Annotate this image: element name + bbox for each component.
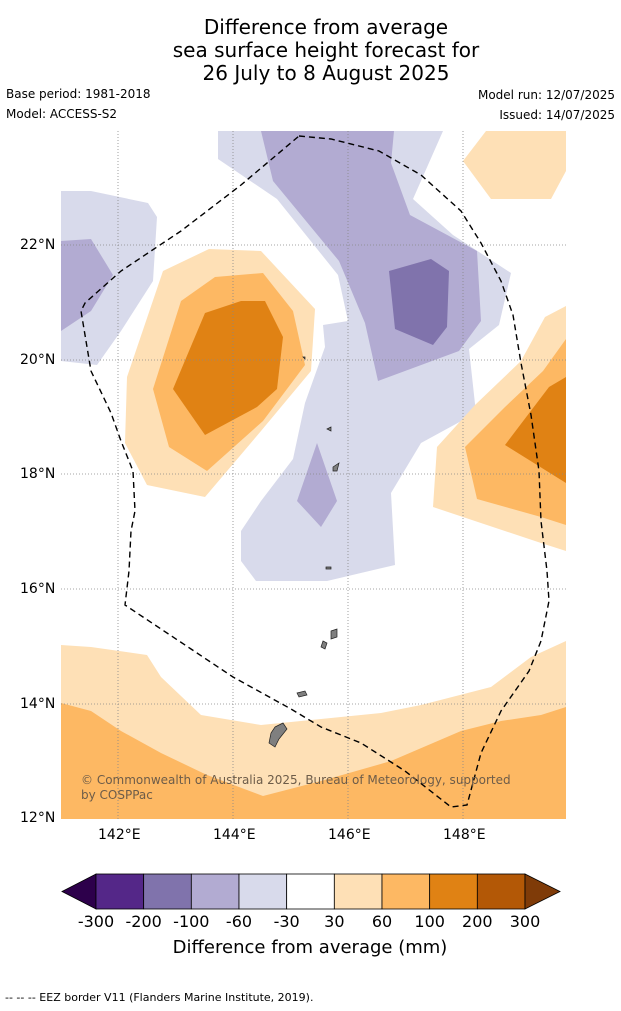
chart-title: Difference from average sea surface heig…	[0, 16, 621, 85]
contour-neg-60-west	[61, 239, 113, 331]
lon-tick-148: 148°E	[443, 827, 486, 843]
eez-footnote: -- -- -- EEZ border V11 (Flanders Marine…	[5, 991, 314, 1004]
eez-border	[80, 135, 550, 808]
colorbar-segment	[333, 873, 383, 910]
colorbar-segment	[476, 873, 526, 910]
contour-pos-30-north	[463, 131, 566, 199]
colorbar	[61, 873, 561, 910]
colorbar-segment	[429, 873, 478, 910]
lat-tick-20: 20°N	[20, 352, 56, 368]
pagan-island	[332, 462, 340, 472]
lat-tick-16: 16°N	[20, 581, 56, 597]
title-line-1: Difference from average	[203, 15, 449, 39]
maug-island	[302, 356, 306, 360]
colorbar-segment	[381, 873, 431, 910]
model-label: Model: ACCESS-S2	[6, 107, 118, 121]
lat-tick-18: 18°N	[20, 466, 56, 482]
colorbar-tick-label: -100	[173, 912, 210, 931]
lon-tick-142: 142°E	[98, 827, 141, 843]
colorbar-tick-label: 200	[462, 912, 493, 931]
rota-island	[296, 690, 308, 698]
colorbar-tick-label: -30	[273, 912, 300, 931]
contour-neg-100	[389, 259, 449, 345]
base-period-label: Base period: 1981-2018	[6, 87, 151, 101]
colorbar-over-arrow	[524, 873, 561, 910]
colorbar-tick-label: 300	[509, 912, 541, 931]
lat-tick-12: 12°N	[20, 810, 56, 826]
sea-height-map	[61, 131, 566, 819]
lat-tick-22: 22°N	[20, 237, 56, 253]
contour-pos-100-west	[173, 301, 283, 435]
title-line-3: 26 July to 8 August 2025	[202, 61, 450, 85]
colorbar-segment	[95, 873, 145, 910]
lat-tick-14: 14°N	[20, 696, 56, 712]
colorbar-title: Difference from average (mm)	[172, 937, 448, 958]
colorbar-segment	[190, 873, 240, 910]
colorbar-segment	[286, 873, 335, 910]
colorbar-segment	[238, 873, 288, 910]
contour-pos-100-east	[505, 377, 566, 483]
islands	[268, 356, 340, 748]
contour-neg-60-south	[297, 443, 337, 527]
lon-tick-144: 144°E	[213, 827, 256, 843]
colorbar-tick-label: -60	[225, 912, 253, 931]
contour-pos-60-south	[61, 703, 566, 819]
colorbar-tick-label: 30	[324, 912, 345, 931]
lon-tick-146: 146°E	[328, 827, 371, 843]
issued-label: Issued: 14/07/2025	[499, 108, 615, 122]
saipan-island	[330, 628, 338, 640]
colorbar-tick-label: -200	[125, 912, 162, 931]
tinian-island	[320, 640, 328, 650]
agrihan-island	[326, 426, 332, 432]
anatahan-island	[325, 566, 332, 570]
contour-fills	[61, 131, 566, 819]
title-line-2: sea surface height forecast for	[172, 38, 480, 62]
colorbar-tick-label: -300	[77, 912, 115, 931]
guam-island	[268, 722, 288, 748]
colorbar-tick-label: 60	[371, 912, 393, 931]
colorbar-tick-label: 100	[414, 912, 445, 931]
gridlines	[61, 131, 566, 819]
colorbar-segment	[143, 873, 192, 910]
colorbar-under-arrow	[61, 873, 97, 910]
model-run-label: Model run: 12/07/2025	[477, 88, 615, 102]
attribution-text: © Commonwealth of Australia 2025, Bureau…	[81, 773, 511, 802]
